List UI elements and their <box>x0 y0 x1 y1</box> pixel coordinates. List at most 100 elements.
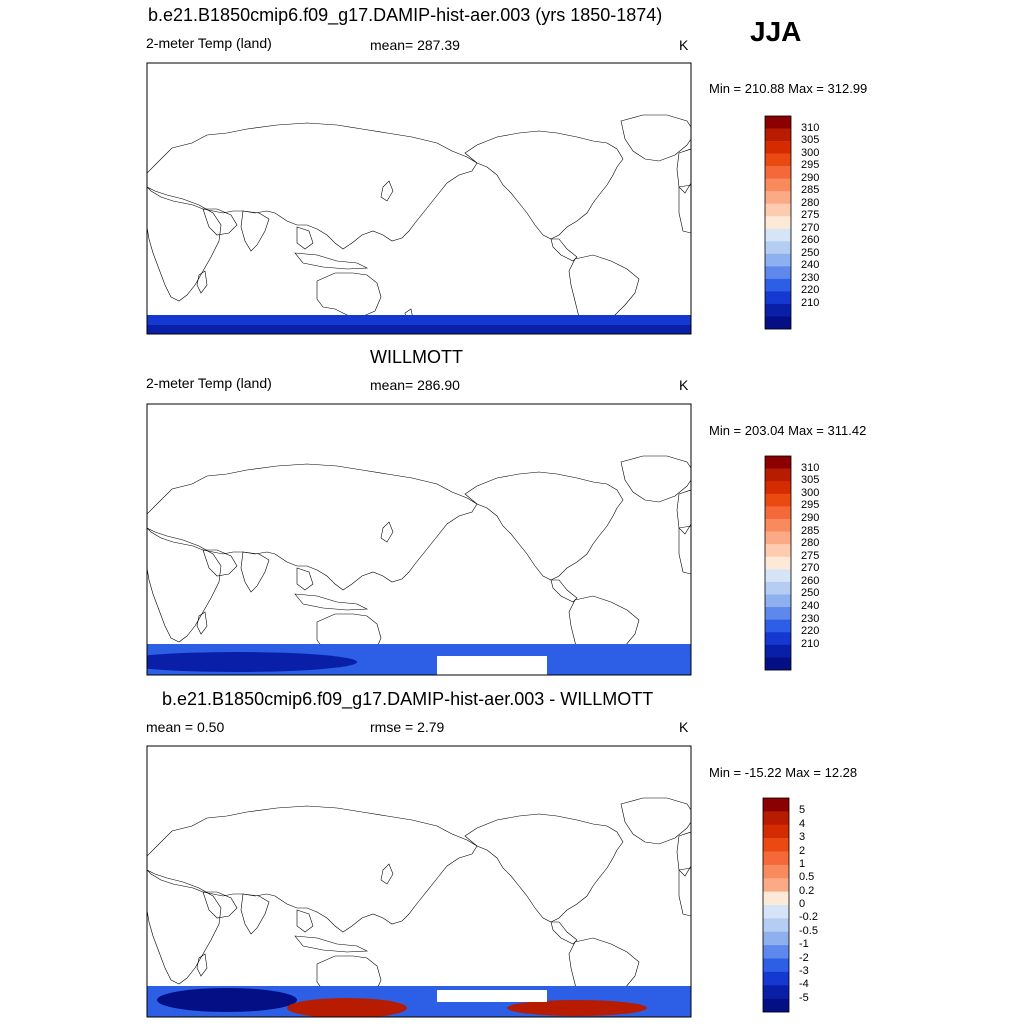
colorbar-swatch <box>765 216 791 230</box>
colorbar-swatch <box>765 644 791 658</box>
panel1-minmax: Min = 210.88 Max = 312.99 <box>709 81 868 96</box>
colorbar-swatch <box>763 864 789 879</box>
colorbar-swatch <box>765 531 791 545</box>
colorbar-tick-label: 275 <box>801 549 820 562</box>
colorbar-swatch <box>763 851 789 866</box>
colorbar-tick-label: 305 <box>801 474 820 487</box>
season-label: JJA <box>750 16 802 47</box>
colorbar-tick-label: 260 <box>801 234 820 247</box>
colorbar-tick-label: 3 <box>799 831 806 844</box>
colorbar-swatch <box>763 905 789 919</box>
colorbar-tick-label: 310 <box>801 121 820 134</box>
colorbar-tick-label: 285 <box>801 184 820 197</box>
colorbar-swatch <box>765 632 791 646</box>
colorbar-swatch <box>763 838 789 852</box>
colorbar-tick-label: 270 <box>801 562 820 575</box>
panel1-variable-label: 2-meter Temp (land) <box>146 35 272 51</box>
colorbar-swatch <box>765 128 791 142</box>
colorbar-tick-label: 240 <box>801 600 820 613</box>
colorbar-border <box>764 455 792 671</box>
colorbar-tick-label: 295 <box>801 159 820 172</box>
colorbar-tick-label: 280 <box>801 196 820 209</box>
colorbar-tick-label: 0 <box>799 898 806 910</box>
colorbar-swatch <box>765 241 791 255</box>
colorbar-tick-label: 250 <box>801 587 820 600</box>
colorbar-tick-label: 220 <box>801 625 820 638</box>
colorbar-swatch <box>765 481 791 495</box>
colorbar-swatch <box>763 945 789 959</box>
colorbar-swatch <box>765 253 791 267</box>
colorbar-swatch <box>765 456 791 469</box>
colorbar-tick-label: 240 <box>801 259 820 272</box>
colorbar-tick-label: 270 <box>801 221 820 234</box>
colorbar-swatch <box>765 141 791 154</box>
colorbar-border <box>762 797 790 1013</box>
colorbar-tick-label: 260 <box>801 574 820 587</box>
colorbar-swatch <box>765 203 791 217</box>
panel3-colorbar <box>762 797 790 1013</box>
panel1-map <box>146 62 692 335</box>
panel2-colorbar <box>764 455 792 671</box>
colorbar-swatch <box>765 581 791 595</box>
colorbar-swatch <box>765 569 791 583</box>
colorbar-tick-label: 1 <box>799 857 806 870</box>
colorbar-tick-label: 0.5 <box>799 871 815 884</box>
colorbar-swatch <box>765 518 791 532</box>
colorbar-tick-label: 300 <box>801 486 820 499</box>
colorbar-swatch <box>765 556 791 570</box>
colorbar-swatch <box>765 544 791 558</box>
colorbar-tick-label: 310 <box>801 461 820 474</box>
colorbar-swatch <box>765 657 791 671</box>
colorbar-tick-label: 2 <box>799 844 806 857</box>
colorbar-tick-label: -2 <box>799 951 809 964</box>
colorbar-swatch <box>763 971 789 986</box>
colorbar-tick-label: 4 <box>799 817 806 830</box>
panel3-mean-label: mean = 0.50 <box>146 719 225 735</box>
panel3-units: K <box>679 719 689 735</box>
colorbar-swatch <box>765 594 791 608</box>
colorbar-swatch <box>765 291 791 305</box>
colorbar-swatch <box>765 166 791 179</box>
colorbar-tick-label: 290 <box>801 171 820 184</box>
panel1-units: K <box>679 37 689 53</box>
colorbar-swatch <box>765 468 791 482</box>
colorbar-swatch <box>763 891 789 906</box>
colorbar-swatch <box>765 607 791 620</box>
colorbar-tick-label: 210 <box>801 637 820 650</box>
colorbar-swatch <box>763 998 789 1013</box>
colorbar-swatch <box>765 116 791 129</box>
colorbar-swatch <box>765 191 791 205</box>
colorbar-swatch <box>763 811 789 826</box>
panel1-colorbar <box>764 115 792 330</box>
panel1-mean-label: mean= 287.39 <box>370 37 460 53</box>
panel3-title: b.e21.B1850cmip6.f09_g17.DAMIP-hist-aer.… <box>162 689 654 709</box>
colorbar-tick-label: -0.5 <box>799 924 818 937</box>
colorbar-border <box>764 115 792 330</box>
panel2-minmax: Min = 203.04 Max = 311.42 <box>709 423 867 438</box>
colorbar-tick-label: 250 <box>801 246 820 259</box>
colorbar-tick-label: 220 <box>801 284 820 297</box>
colorbar-tick-label: 230 <box>801 271 820 284</box>
colorbar-swatch <box>763 958 789 973</box>
colorbar-swatch <box>765 266 791 280</box>
colorbar-tick-label: 285 <box>801 524 820 537</box>
colorbar-swatch <box>763 878 789 892</box>
colorbar-swatch <box>765 153 791 167</box>
colorbar-swatch <box>765 278 791 292</box>
colorbar-tick-label: -4 <box>799 978 809 991</box>
colorbar-tick-label: -1 <box>799 938 809 951</box>
colorbar-tick-label: -0.2 <box>799 911 818 924</box>
colorbar-tick-label: 5 <box>799 804 806 817</box>
colorbar-swatch <box>763 798 789 812</box>
colorbar-tick-label: 275 <box>801 209 820 222</box>
colorbar-tick-label: 210 <box>801 296 820 309</box>
colorbar-tick-label: 305 <box>801 134 820 147</box>
colorbar-swatch <box>765 178 791 192</box>
colorbar-swatch <box>765 316 791 330</box>
colorbar-swatch <box>765 619 791 633</box>
colorbar-tick-label: 295 <box>801 499 820 512</box>
colorbar-tick-label: -5 <box>799 991 809 1004</box>
panel3-map <box>146 745 692 1018</box>
colorbar-swatch <box>765 493 791 507</box>
